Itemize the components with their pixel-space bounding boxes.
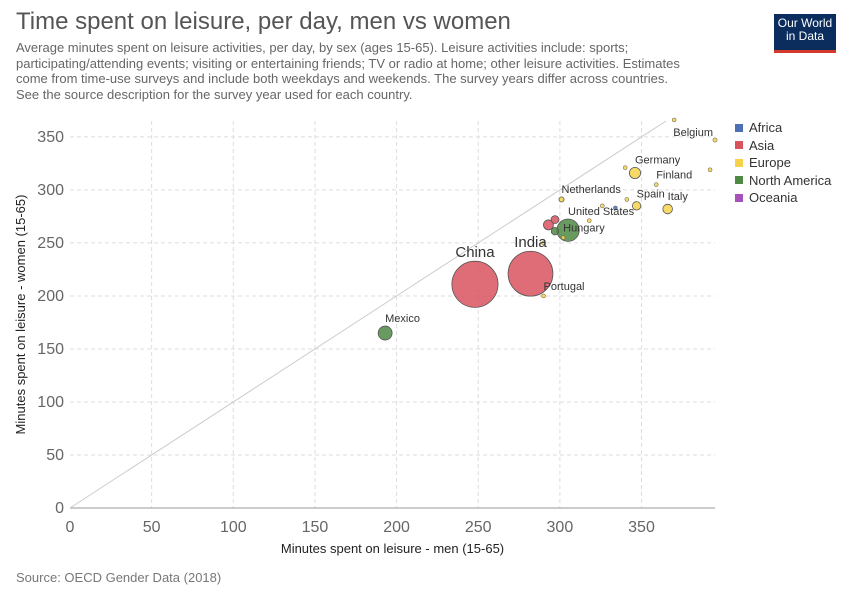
data-point bbox=[613, 205, 618, 211]
x-tick-label: 200 bbox=[383, 519, 410, 536]
legend-swatch bbox=[735, 141, 743, 150]
y-tick-label: 300 bbox=[37, 182, 64, 199]
y-tick-label: 350 bbox=[37, 129, 64, 146]
source-note: Source: OECD Gender Data (2018) bbox=[16, 570, 222, 585]
point-label: Italy bbox=[668, 191, 689, 203]
data-point bbox=[587, 218, 592, 223]
point-label: Belgium bbox=[673, 127, 713, 139]
point-label: Portugal bbox=[544, 281, 585, 293]
y-tick-label: 50 bbox=[46, 447, 64, 464]
chart-subtitle: Average minutes spent on leisure activit… bbox=[16, 40, 680, 102]
x-tick-label: 150 bbox=[302, 519, 329, 536]
y-tick-label: 100 bbox=[37, 394, 64, 411]
logo-line-1: Our World bbox=[777, 16, 833, 30]
point-label: Spain bbox=[637, 189, 665, 201]
legend-item[interactable]: Oceania bbox=[735, 189, 831, 207]
legend-swatch bbox=[735, 123, 743, 132]
data-point bbox=[541, 293, 546, 299]
logo-line-2: in Data bbox=[785, 29, 825, 43]
point-label: China bbox=[455, 244, 495, 261]
point-label: Mexico bbox=[385, 313, 420, 325]
data-point bbox=[671, 117, 677, 123]
data-point bbox=[712, 137, 718, 143]
legend-item[interactable]: North America bbox=[735, 172, 831, 190]
data-point bbox=[653, 182, 659, 187]
y-tick-label: 200 bbox=[37, 288, 64, 305]
point-label: Netherlands bbox=[562, 184, 622, 196]
data-point bbox=[451, 260, 499, 308]
data-point bbox=[507, 250, 554, 297]
data-point bbox=[622, 165, 628, 170]
data-point bbox=[558, 196, 565, 203]
legend-swatch bbox=[735, 158, 743, 167]
y-axis-label: Minutes spent on leisure - women (15-65) bbox=[13, 195, 28, 435]
x-tick-label: 250 bbox=[465, 519, 492, 536]
chart-legend: Africa Asia Europe North America Oceania bbox=[735, 119, 831, 207]
legend-item[interactable]: Asia bbox=[735, 137, 831, 155]
x-tick-label: 350 bbox=[628, 519, 655, 536]
legend-label: Africa bbox=[749, 120, 783, 136]
x-tick-label: 300 bbox=[547, 519, 574, 536]
point-label: India bbox=[514, 234, 547, 251]
legend-label: Europe bbox=[749, 155, 791, 171]
x-tick-label: 100 bbox=[220, 519, 247, 536]
legend-label: North America bbox=[749, 172, 832, 188]
data-point bbox=[377, 325, 393, 341]
data-point bbox=[662, 203, 673, 215]
legend-swatch bbox=[735, 176, 743, 185]
x-axis-label: Minutes spent on leisure - men (15-65) bbox=[281, 541, 504, 556]
data-point bbox=[707, 167, 713, 173]
equality-line bbox=[69, 120, 667, 509]
legend-label: Asia bbox=[749, 137, 775, 153]
data-point bbox=[632, 201, 642, 211]
data-point bbox=[600, 203, 605, 209]
data-point bbox=[543, 219, 554, 231]
point-label: Hungary bbox=[563, 223, 605, 235]
legend-item[interactable]: Europe bbox=[735, 154, 831, 172]
legend-swatch bbox=[735, 193, 743, 202]
y-tick-label: 250 bbox=[37, 235, 64, 252]
page-title: Time spent on leisure, per day, men vs w… bbox=[16, 8, 511, 35]
y-tick-label: 150 bbox=[37, 341, 64, 358]
x-tick-label: 50 bbox=[143, 519, 161, 536]
legend-label: Oceania bbox=[749, 190, 798, 206]
data-point bbox=[550, 227, 560, 236]
data-point bbox=[541, 240, 546, 246]
owid-logo[interactable]: Our World in Data bbox=[774, 14, 836, 53]
data-point bbox=[624, 197, 630, 202]
point-label: United States bbox=[568, 206, 635, 218]
point-label: Finland bbox=[656, 170, 692, 182]
point-label: Germany bbox=[635, 154, 681, 166]
data-point bbox=[550, 215, 560, 224]
data-point bbox=[560, 235, 566, 240]
data-point bbox=[628, 166, 642, 179]
legend-item[interactable]: Africa bbox=[735, 119, 831, 137]
y-tick-label: 0 bbox=[55, 500, 64, 517]
x-tick-label: 0 bbox=[66, 519, 75, 536]
